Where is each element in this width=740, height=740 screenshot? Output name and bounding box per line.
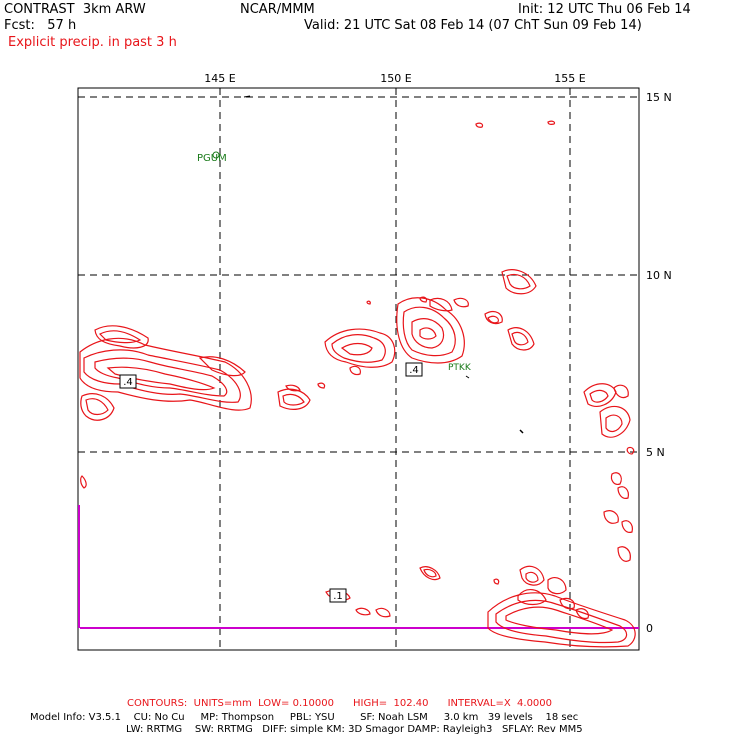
lon-label-155: 155 E	[554, 72, 585, 85]
valid-time: Valid: 21 UTC Sat 08 Feb 14 (07 ChT Sun …	[304, 18, 642, 33]
contour-cell	[626, 446, 635, 455]
contour-cell	[501, 269, 537, 295]
contour-cell	[366, 300, 371, 305]
contour-cluster-west	[79, 325, 252, 489]
contour-cell	[610, 472, 622, 485]
lon-label-145: 145 E	[204, 72, 235, 85]
field-title: Explicit precip. in past 3 h	[8, 35, 177, 50]
contour-cell	[475, 122, 484, 128]
lon-label-150: 150 E	[380, 72, 411, 85]
contour-label-1: .4	[123, 377, 133, 388]
contour-cell	[583, 383, 617, 407]
contour-cell	[375, 607, 391, 618]
station-marker-pgum	[212, 151, 220, 159]
precip-contours	[79, 120, 636, 648]
lat-label-5: 5 N	[646, 446, 665, 459]
contour-cell	[613, 384, 629, 399]
island-mark	[519, 429, 524, 434]
contour-cell	[423, 568, 437, 578]
contour-cell	[603, 510, 619, 524]
lat-label-0: 0	[646, 622, 653, 635]
forecast-hour: Fcst: 57 h	[4, 18, 77, 33]
contour-label-box-2	[405, 362, 423, 377]
model-info-line-2: LW: RRTMG SW: RRTMG DIFF: simple KM: 3D …	[126, 724, 583, 735]
contour-cluster-central	[324, 296, 535, 376]
organization: NCAR/MMM	[240, 2, 315, 17]
graticule	[78, 88, 639, 650]
contour-cell	[493, 578, 500, 585]
contour-cell	[599, 405, 631, 438]
contour-label-box-3	[329, 588, 347, 603]
map-frame	[77, 87, 640, 651]
contour-cluster-south	[487, 565, 636, 648]
station-label-pgum: PGUM	[197, 153, 227, 164]
contour-label-2: .4	[409, 365, 419, 376]
contour-cell	[285, 384, 301, 392]
contour-cell	[355, 607, 371, 616]
lat-label-15: 15 N	[646, 91, 672, 104]
contour-label-3: .1	[333, 591, 343, 602]
contour-info: CONTOURS: UNITS=mm LOW= 0.10000 HIGH= 10…	[127, 698, 553, 709]
contour-cell	[506, 273, 531, 290]
contour-cell	[617, 546, 631, 562]
model-info-line-1: Model Info: V3.5.1 CU: No Cu MP: Thompso…	[30, 712, 579, 723]
contour-cell	[617, 486, 629, 499]
lat-label-10: 10 N	[646, 269, 672, 282]
island-mark	[243, 95, 251, 98]
contour-cell	[547, 120, 556, 125]
init-time: Init: 12 UTC Thu 06 Feb 14	[518, 2, 691, 17]
model-title: CONTRAST 3km ARW	[4, 2, 146, 17]
contour-cell	[621, 520, 633, 533]
contour-cell	[317, 382, 326, 389]
contour-cell	[282, 393, 305, 406]
island-mark	[465, 375, 470, 379]
contour-cell	[277, 388, 311, 410]
contour-cell	[589, 389, 609, 403]
contour-label-box-1	[119, 374, 137, 389]
contour-cell	[419, 566, 441, 581]
station-label-ptkk: PTKK	[448, 363, 472, 373]
contour-cell	[605, 414, 623, 433]
